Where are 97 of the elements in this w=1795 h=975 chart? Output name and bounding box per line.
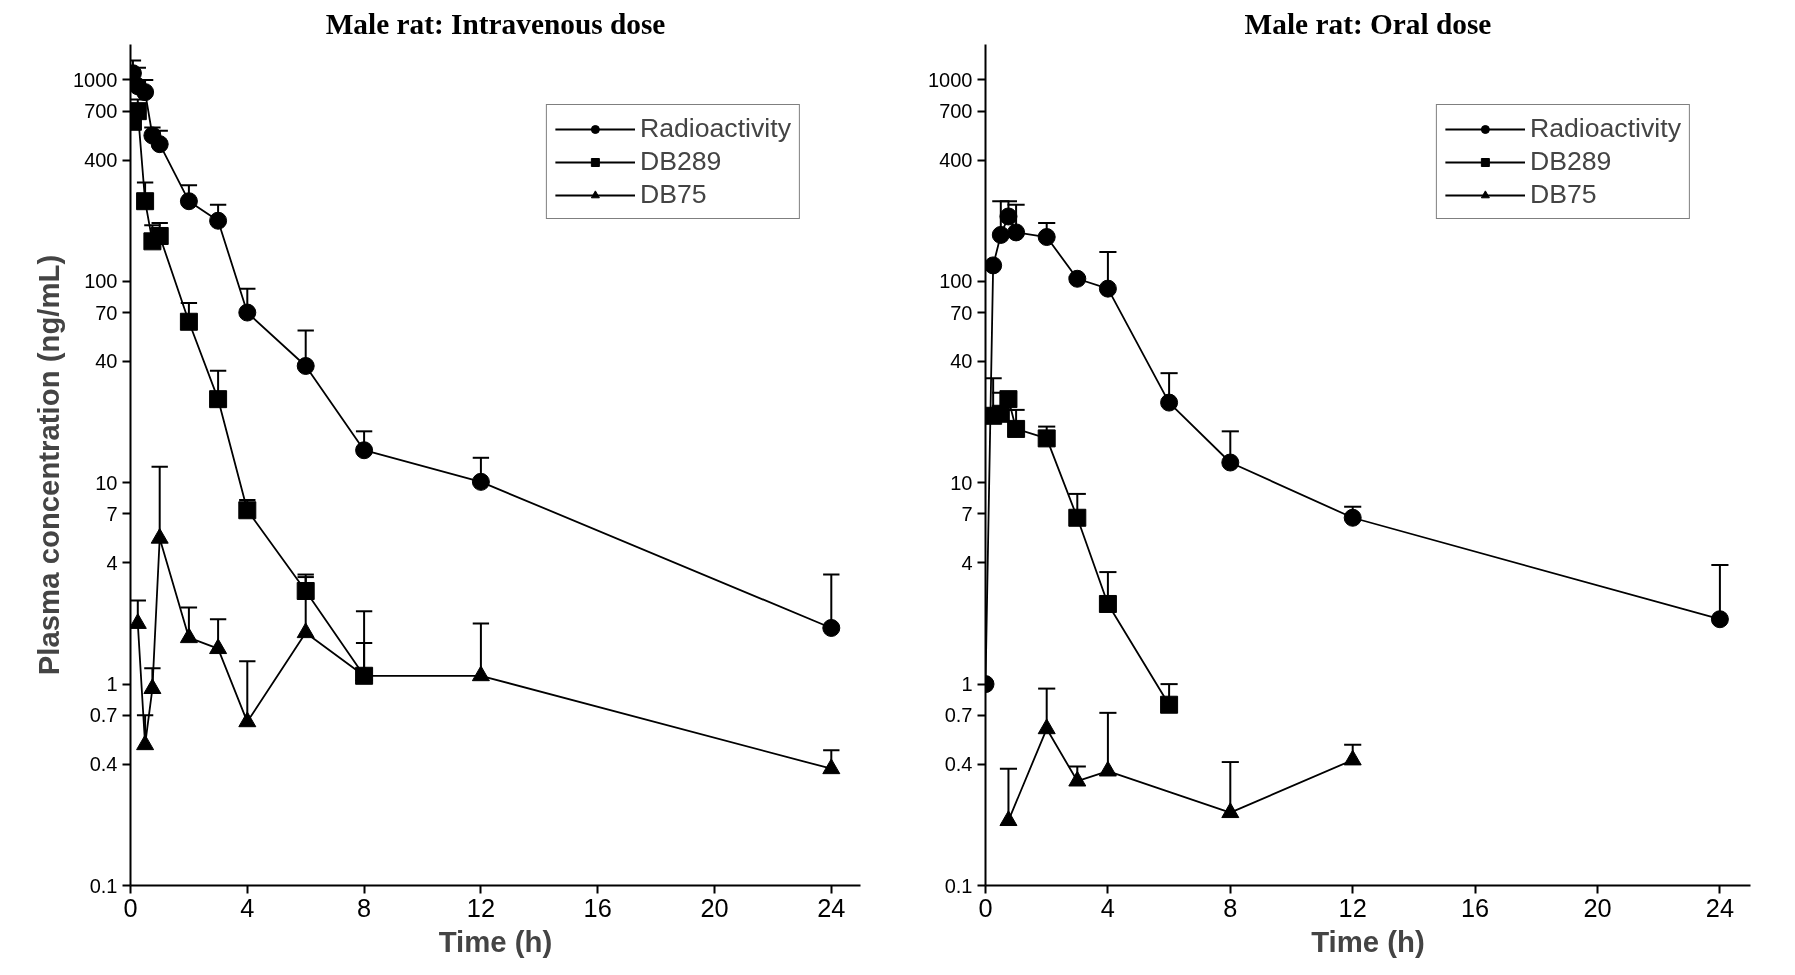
point bbox=[1343, 508, 1362, 527]
x-tick-label: 20 bbox=[1583, 893, 1612, 922]
y-tick-label: 0.7 bbox=[89, 704, 118, 727]
y-tick-label: 1000 bbox=[73, 68, 118, 91]
x-tick-label: 16 bbox=[583, 893, 612, 922]
point bbox=[1007, 419, 1026, 438]
point bbox=[999, 207, 1018, 226]
y-tick-label: 100 bbox=[939, 270, 973, 293]
point bbox=[1068, 770, 1087, 787]
point bbox=[130, 102, 147, 121]
x-tick-label: 16 bbox=[1461, 893, 1490, 922]
y-tick-label: 400 bbox=[939, 149, 973, 172]
point bbox=[999, 810, 1018, 827]
y-tick-label: 70 bbox=[950, 301, 973, 324]
point bbox=[130, 613, 147, 629]
point bbox=[1221, 453, 1240, 472]
point bbox=[1221, 802, 1240, 819]
point bbox=[991, 225, 1010, 244]
legend-label: Radioactivity bbox=[639, 113, 791, 144]
point bbox=[1098, 594, 1117, 613]
y-axis-title: Plasma concentration (ng/mL) bbox=[32, 254, 66, 676]
legend-label: DB289 bbox=[639, 146, 722, 177]
x-tick-label: 12 bbox=[1338, 893, 1367, 922]
point bbox=[1037, 718, 1056, 735]
point bbox=[209, 390, 228, 409]
point bbox=[1037, 429, 1056, 448]
point bbox=[1160, 695, 1179, 714]
point bbox=[471, 665, 490, 682]
point bbox=[1007, 223, 1026, 242]
point bbox=[296, 622, 315, 639]
y-tick-label: 1 bbox=[106, 673, 118, 696]
point bbox=[179, 192, 198, 211]
y-tick-label: 4 bbox=[106, 551, 118, 574]
x-tick-label: 8 bbox=[357, 893, 372, 922]
y-tick-label: 700 bbox=[939, 100, 973, 123]
point bbox=[209, 211, 228, 230]
y-tick-label: 40 bbox=[95, 350, 118, 373]
point bbox=[238, 501, 257, 520]
y-tick-label: 100 bbox=[84, 270, 118, 293]
x-tick-label: 24 bbox=[817, 893, 846, 922]
chart-title: Male rat: Intravenous dose bbox=[325, 7, 666, 40]
point bbox=[1098, 760, 1117, 777]
y-tick-label: 1 bbox=[961, 673, 973, 696]
x-tick-label: 24 bbox=[1705, 893, 1734, 922]
point bbox=[1068, 508, 1087, 527]
point bbox=[355, 441, 374, 460]
point bbox=[822, 758, 841, 775]
y-tick-label: 10 bbox=[950, 471, 973, 494]
y-tick-label: 0.4 bbox=[89, 753, 118, 776]
x-tick-label: 0 bbox=[123, 893, 138, 922]
y-tick-label: 40 bbox=[950, 350, 973, 373]
point bbox=[1037, 228, 1056, 246]
point bbox=[296, 356, 315, 375]
legend-label: DB75 bbox=[1529, 179, 1597, 210]
x-tick-label: 4 bbox=[1100, 893, 1115, 922]
point bbox=[1098, 279, 1117, 298]
point bbox=[238, 303, 257, 322]
x-tick-label: 0 bbox=[978, 893, 993, 922]
point bbox=[1160, 393, 1179, 412]
chart-title: Male rat: Oral dose bbox=[1244, 7, 1492, 40]
y-tick-label: 10 bbox=[95, 471, 118, 494]
legend-label: DB289 bbox=[1529, 146, 1612, 177]
y-tick-label: 70 bbox=[95, 301, 118, 324]
point bbox=[822, 619, 841, 637]
point bbox=[238, 711, 257, 728]
point bbox=[150, 527, 169, 544]
x-tick-label: 4 bbox=[240, 893, 255, 922]
point bbox=[136, 83, 155, 102]
point bbox=[985, 256, 1003, 275]
x-tick-label: 8 bbox=[1223, 893, 1238, 922]
y-tick-label: 7 bbox=[961, 502, 973, 525]
y-tick-label: 4 bbox=[961, 551, 973, 574]
y-tick-label: 0.4 bbox=[944, 753, 973, 776]
y-tick-label: 400 bbox=[84, 149, 118, 172]
y-tick-label: 0.1 bbox=[89, 874, 118, 897]
point bbox=[179, 312, 198, 331]
y-tick-label: 0.1 bbox=[944, 874, 973, 897]
x-tick-label: 20 bbox=[700, 893, 729, 922]
point bbox=[143, 678, 162, 695]
point bbox=[471, 472, 490, 491]
point bbox=[1343, 749, 1362, 766]
y-tick-label: 1000 bbox=[928, 68, 973, 91]
point bbox=[179, 627, 198, 644]
legend-label: DB75 bbox=[639, 179, 707, 210]
y-tick-label: 7 bbox=[106, 502, 118, 525]
y-tick-label: 0.7 bbox=[944, 704, 973, 727]
point bbox=[1068, 269, 1087, 288]
legend-label: Radioactivity bbox=[1529, 113, 1681, 144]
x-tick-label: 12 bbox=[466, 893, 495, 922]
point bbox=[136, 734, 155, 751]
point bbox=[136, 192, 155, 211]
point bbox=[1710, 610, 1729, 629]
x-axis-title: Time (h) bbox=[1311, 924, 1425, 958]
point bbox=[150, 135, 169, 154]
x-axis-title: Time (h) bbox=[438, 924, 553, 958]
point bbox=[209, 638, 228, 655]
y-tick-label: 700 bbox=[84, 100, 118, 123]
